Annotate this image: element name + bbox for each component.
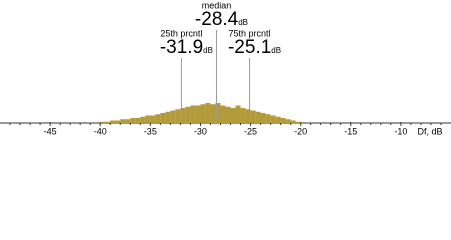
x-tick-label: -35 — [144, 126, 157, 136]
bar — [270, 115, 276, 123]
bar — [150, 115, 156, 123]
x-tick-label: -30 — [194, 126, 207, 136]
bar — [105, 121, 111, 123]
bar — [245, 109, 251, 123]
bar — [210, 104, 216, 123]
annotation-label: 25th prcntl — [160, 28, 202, 38]
x-tick-label: -25 — [244, 126, 257, 136]
bar — [160, 113, 166, 123]
x-tick-label: -15 — [344, 126, 357, 136]
bar — [190, 105, 196, 123]
bar — [295, 121, 301, 123]
bar — [255, 111, 261, 123]
x-tick-label: -40 — [94, 126, 107, 136]
bar — [165, 111, 171, 123]
bar — [115, 120, 121, 123]
bar — [225, 106, 231, 123]
bar — [290, 120, 296, 123]
chart: Df, dB -45 -40 -35 -30 -25 -20 -15 -10 25th prcn… — [0, 0, 451, 136]
bar — [120, 119, 126, 123]
bar — [250, 110, 256, 123]
bar — [205, 103, 211, 123]
annotation-unit: dB — [203, 46, 213, 55]
bar — [110, 120, 116, 123]
bar — [240, 108, 246, 123]
bar — [230, 108, 236, 123]
bar — [280, 118, 286, 123]
annotation-label: 75th prcntl — [229, 28, 271, 38]
bar — [145, 115, 151, 123]
bar — [155, 114, 161, 123]
bar — [220, 105, 226, 123]
bar — [140, 116, 146, 123]
bar — [200, 104, 206, 123]
bar — [180, 108, 186, 123]
annotation-number: -25.1 — [228, 37, 271, 58]
bar — [175, 109, 181, 123]
bar — [130, 118, 136, 123]
bar — [265, 114, 271, 123]
annotation-label: median — [202, 0, 232, 10]
x-axis-label: Df, dB — [417, 126, 442, 136]
bar — [100, 121, 106, 123]
bar — [285, 119, 291, 123]
annotation-value: -28.4dB — [195, 9, 248, 30]
bar — [195, 105, 201, 123]
annotation-unit: dB — [238, 18, 248, 27]
annotation-unit: dB — [271, 46, 281, 55]
bar — [125, 119, 131, 123]
bar — [275, 116, 281, 123]
annotation-number: -31.9 — [160, 37, 203, 58]
bar — [185, 106, 191, 123]
bar — [235, 105, 241, 123]
x-tick-label: -45 — [44, 126, 57, 136]
bar — [215, 103, 221, 123]
x-tick-label: -20 — [294, 126, 307, 136]
annotation-value: -31.9dB — [160, 37, 213, 58]
bar — [260, 113, 266, 123]
annotation-value: -25.1dB — [228, 37, 281, 58]
bar — [135, 118, 141, 123]
annotation-number: -28.4 — [195, 9, 239, 30]
x-tick-label: -10 — [394, 126, 407, 136]
bar — [170, 110, 176, 123]
